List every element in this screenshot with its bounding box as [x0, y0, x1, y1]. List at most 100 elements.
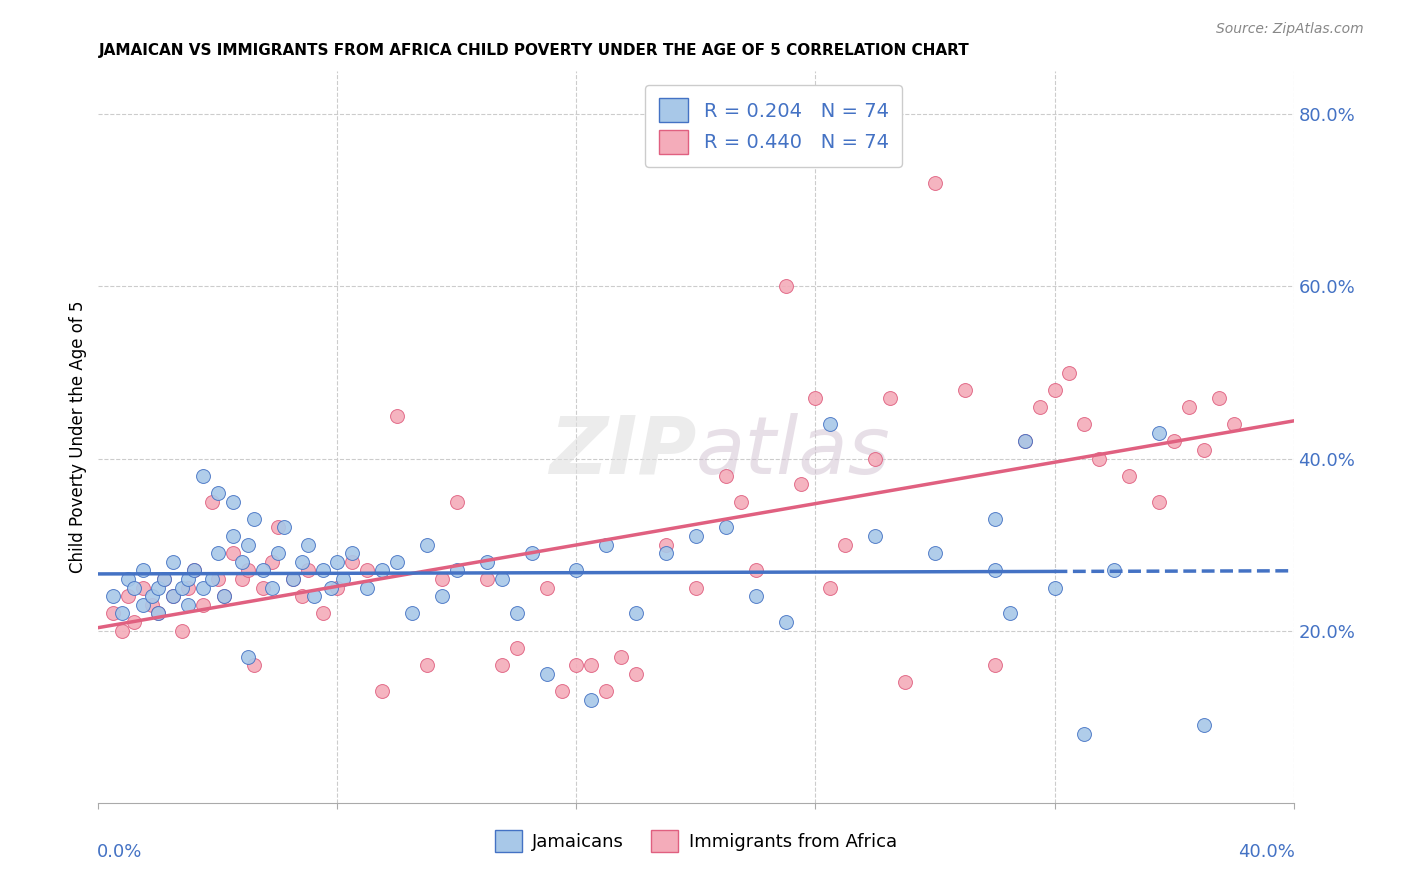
Point	[446, 494, 468, 508]
Point	[117, 589, 139, 603]
Point	[117, 572, 139, 586]
Point	[1192, 442, 1215, 457]
Point	[984, 564, 1007, 578]
Point	[385, 409, 409, 423]
Point	[222, 494, 245, 508]
Point	[953, 383, 976, 397]
Text: 40.0%: 40.0%	[1237, 843, 1295, 861]
Point	[550, 684, 572, 698]
Point	[191, 581, 214, 595]
Point	[714, 520, 737, 534]
Point	[231, 572, 253, 586]
Text: ZIP: ZIP	[548, 413, 696, 491]
Point	[998, 607, 1021, 621]
Point	[595, 538, 617, 552]
Point	[356, 564, 378, 578]
Point	[1223, 417, 1246, 432]
Point	[201, 572, 224, 586]
Point	[162, 589, 184, 603]
Point	[148, 607, 170, 621]
Point	[153, 572, 176, 586]
Point	[984, 658, 1007, 673]
Point	[1163, 434, 1185, 449]
Point	[475, 555, 498, 569]
Point	[291, 555, 314, 569]
Point	[281, 572, 304, 586]
Point	[332, 572, 354, 586]
Point	[153, 572, 176, 586]
Point	[124, 581, 146, 595]
Point	[326, 581, 349, 595]
Point	[260, 555, 283, 569]
Point	[111, 624, 134, 638]
Point	[321, 581, 343, 595]
Point	[260, 581, 283, 595]
Point	[1147, 425, 1170, 440]
Point	[1014, 434, 1036, 449]
Point	[243, 512, 266, 526]
Point	[879, 392, 901, 406]
Point	[191, 598, 214, 612]
Point	[894, 675, 917, 690]
Point	[124, 615, 146, 629]
Point	[984, 512, 1007, 526]
Point	[745, 589, 768, 603]
Point	[1043, 383, 1066, 397]
Point	[172, 624, 194, 638]
Point	[222, 529, 245, 543]
Point	[789, 477, 811, 491]
Point	[132, 598, 155, 612]
Point	[820, 417, 842, 432]
Point	[162, 555, 184, 569]
Point	[924, 176, 946, 190]
Point	[430, 572, 453, 586]
Point	[371, 564, 394, 578]
Point	[311, 607, 333, 621]
Point	[581, 692, 603, 706]
Point	[273, 520, 295, 534]
Point	[148, 581, 170, 595]
Point	[685, 581, 707, 595]
Point	[141, 589, 163, 603]
Point	[1028, 400, 1050, 414]
Point	[177, 581, 200, 595]
Point	[302, 589, 325, 603]
Point	[252, 564, 274, 578]
Point	[207, 572, 229, 586]
Point	[231, 555, 253, 569]
Point	[626, 607, 648, 621]
Point	[207, 486, 229, 500]
Point	[655, 538, 678, 552]
Point	[804, 392, 827, 406]
Point	[1059, 366, 1081, 380]
Point	[236, 649, 259, 664]
Point	[565, 564, 588, 578]
Y-axis label: Child Poverty Under the Age of 5: Child Poverty Under the Age of 5	[69, 301, 87, 574]
Point	[446, 564, 468, 578]
Point	[775, 615, 797, 629]
Point	[132, 581, 155, 595]
Point	[243, 658, 266, 673]
Point	[162, 589, 184, 603]
Point	[371, 684, 394, 698]
Point	[281, 572, 304, 586]
Point	[177, 572, 200, 586]
Point	[491, 572, 513, 586]
Point	[1192, 718, 1215, 732]
Point	[385, 555, 409, 569]
Point	[834, 538, 856, 552]
Point	[183, 564, 205, 578]
Point	[536, 666, 558, 681]
Point	[103, 607, 125, 621]
Point	[311, 564, 333, 578]
Point	[506, 640, 529, 655]
Point	[1014, 434, 1036, 449]
Point	[430, 589, 453, 603]
Point	[1147, 494, 1170, 508]
Point	[177, 598, 200, 612]
Text: atlas: atlas	[696, 413, 891, 491]
Point	[865, 529, 887, 543]
Point	[172, 581, 194, 595]
Point	[820, 581, 842, 595]
Point	[775, 279, 797, 293]
